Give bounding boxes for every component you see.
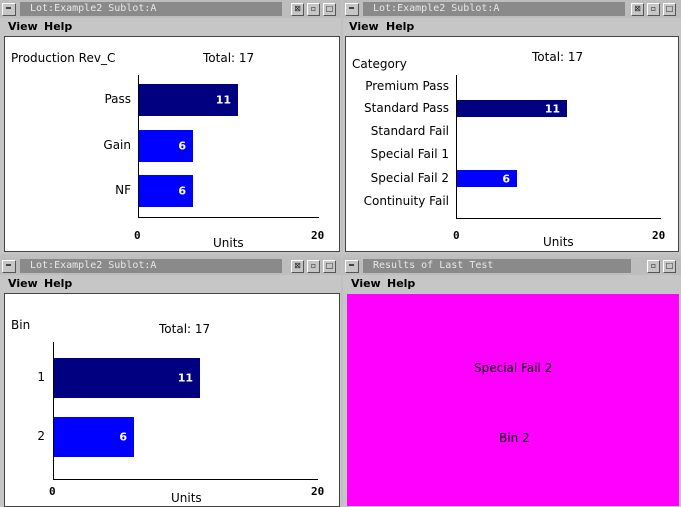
close-icon[interactable]: ⊠ [291, 260, 304, 273]
maximize-icon[interactable]: □ [323, 3, 336, 16]
x-tick-min: 0 [49, 485, 56, 498]
bar: 6 [457, 170, 517, 187]
x-axis-label: Units [213, 236, 244, 250]
chart-panel: Bin Total: 17 0 20 Units 1 11 2 6 [4, 293, 340, 507]
window-menu-icon[interactable] [2, 3, 16, 16]
window-menu-icon[interactable] [2, 260, 16, 273]
total-label: Total: 17 [203, 51, 255, 65]
close-icon[interactable]: ⊠ [291, 3, 304, 16]
menu-view[interactable]: View [349, 20, 379, 33]
title-bar[interactable]: Results of Last Test ▫ □ [343, 257, 681, 275]
menu-bar: View Help [343, 18, 681, 35]
minimize-icon[interactable]: ▫ [647, 3, 660, 16]
category-label: Special Fail 2 [370, 170, 449, 185]
result-bin: Bin 2 [499, 431, 530, 445]
window-title: Lot:Example2 Sublot:A [363, 2, 625, 16]
bar-value-label: 6 [119, 430, 127, 444]
x-axis-label: Units [171, 491, 202, 505]
result-panel: Special Fail 2 Bin 2 [347, 294, 679, 506]
title-bar[interactable]: Lot:Example2 Sublot:A ⊠ ▫ □ [0, 0, 341, 18]
window-menu-icon[interactable] [345, 260, 359, 273]
x-axis-label: Units [543, 235, 574, 249]
category-label: Pass [104, 92, 131, 106]
menu-bar: View Help [0, 18, 341, 35]
window-category: Lot:Example2 Sublot:A ⊠ ▫ □ View Help Ca… [343, 0, 681, 254]
window-title: Lot:Example2 Sublot:A [20, 2, 282, 16]
total-label: Total: 17 [532, 50, 584, 64]
category-label: 2 [37, 429, 45, 443]
y-axis [138, 75, 139, 217]
bar-value-label: 6 [178, 139, 186, 153]
result-category: Special Fail 2 [474, 361, 553, 375]
maximize-icon[interactable]: □ [663, 3, 676, 16]
chart-title: Production Rev_C [11, 51, 116, 65]
menu-help[interactable]: Help [386, 20, 415, 33]
category-label: Standard Fail [370, 123, 449, 138]
bar: 6 [54, 417, 134, 457]
bar-value-label: 6 [502, 172, 510, 185]
category-label: Continuity Fail [363, 193, 449, 208]
x-axis [53, 479, 318, 480]
x-axis [456, 218, 661, 219]
x-axis [138, 217, 319, 218]
menu-bar: View Help [0, 275, 341, 292]
y-axis [456, 75, 457, 218]
window-title: Lot:Example2 Sublot:A [20, 259, 282, 273]
x-tick-max: 20 [311, 229, 325, 242]
bar: 11 [457, 100, 567, 117]
minimize-icon[interactable]: ▫ [307, 3, 320, 16]
x-tick-min: 0 [134, 229, 141, 242]
menu-view[interactable]: View [8, 20, 38, 33]
minimize-icon[interactable]: ▫ [647, 260, 660, 273]
x-tick-min: 0 [453, 229, 460, 242]
minimize-icon[interactable]: ▫ [307, 260, 320, 273]
bar: 6 [139, 175, 193, 207]
window-menu-icon[interactable] [345, 3, 359, 16]
bar: 11 [139, 84, 238, 116]
category-label: NF [115, 183, 131, 197]
menu-help[interactable]: Help [44, 20, 73, 33]
category-label: Standard Pass [364, 100, 449, 115]
x-tick-max: 20 [652, 229, 666, 242]
title-bar[interactable]: Lot:Example2 Sublot:A ⊠ ▫ □ [343, 0, 681, 18]
chart-panel: Category Total: 17 0 20 Units Premium Pa… [345, 36, 679, 252]
close-icon[interactable]: ⊠ [631, 3, 644, 16]
category-label: 1 [37, 370, 45, 384]
category-label: Premium Pass [365, 78, 449, 93]
bar-value-label: 11 [544, 102, 560, 115]
menu-view[interactable]: View [351, 277, 381, 290]
bar-value-label: 11 [177, 371, 193, 385]
menu-bar: View Help [343, 275, 681, 292]
maximize-icon[interactable]: □ [323, 260, 336, 273]
category-label: Special Fail 1 [370, 146, 449, 161]
bar: 6 [139, 130, 193, 162]
bar-value-label: 6 [178, 184, 186, 198]
menu-view[interactable]: View [8, 277, 38, 290]
menu-help[interactable]: Help [44, 277, 73, 290]
window-title: Results of Last Test [363, 259, 631, 273]
category-label: Gain [103, 138, 131, 152]
maximize-icon[interactable]: □ [663, 260, 676, 273]
bar: 11 [54, 358, 200, 398]
x-tick-max: 20 [311, 485, 325, 498]
bar-value-label: 11 [215, 93, 231, 107]
window-bin: Lot:Example2 Sublot:A ⊠ ▫ □ View Help Bi… [0, 257, 341, 507]
y-axis [53, 342, 54, 480]
total-label: Total: 17 [159, 322, 211, 336]
title-bar[interactable]: Lot:Example2 Sublot:A ⊠ ▫ □ [0, 257, 341, 275]
chart-title: Bin [11, 318, 31, 332]
chart-panel: Production Rev_C Total: 17 0 20 Units Pa… [4, 36, 340, 252]
window-production: Lot:Example2 Sublot:A ⊠ ▫ □ View Help Pr… [0, 0, 341, 254]
chart-title: Category [352, 57, 407, 71]
menu-help[interactable]: Help [387, 277, 416, 290]
